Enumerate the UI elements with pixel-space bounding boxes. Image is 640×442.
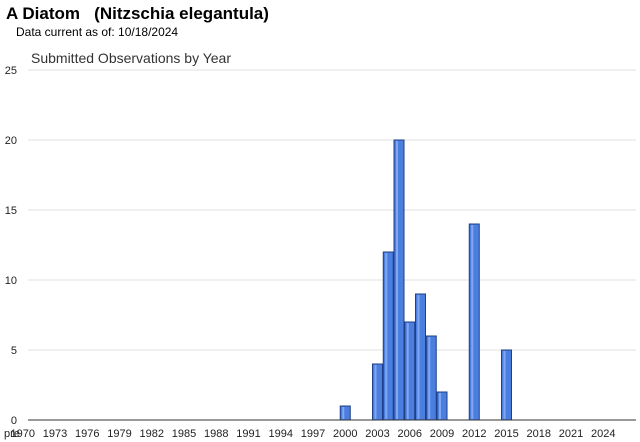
x-tick-label: 2012 — [462, 428, 486, 440]
bar-highlight — [406, 323, 409, 419]
bar-2005 — [393, 139, 405, 421]
y-tick-label: 10 — [5, 275, 17, 287]
bar-2008 — [425, 335, 437, 421]
bar-highlight — [503, 351, 506, 419]
bar-highlight — [417, 295, 420, 419]
x-tick-label: 2003 — [365, 428, 389, 440]
bar-2007 — [415, 293, 426, 421]
bar-2015 — [501, 349, 512, 421]
x-tick-label: 1976 — [75, 428, 99, 440]
x-tick-label: 2006 — [398, 428, 422, 440]
x-tick-label: 1997 — [301, 428, 325, 440]
x-tick-label: 1982 — [140, 428, 164, 440]
x-tick-label: 2015 — [494, 428, 518, 440]
bar-2004 — [382, 251, 394, 421]
x-tick-label: 1988 — [204, 428, 228, 440]
page-title: A Diatom (Nitzschia elegantula) — [6, 4, 269, 23]
y-tick-label: 0 — [11, 415, 17, 427]
x-tick-label: 1991 — [236, 428, 260, 440]
bar-highlight — [396, 141, 398, 419]
bar-highlight — [439, 393, 441, 419]
y-tick-label: 5 — [11, 345, 17, 357]
y-tick-label: 15 — [5, 205, 17, 217]
x-tick-label: 2000 — [333, 428, 357, 440]
bar-2006 — [404, 321, 416, 421]
bar-highlight — [428, 337, 431, 419]
y-tick-label: 25 — [5, 65, 17, 77]
bar-2003 — [372, 363, 383, 421]
x-tick-label: 2021 — [559, 428, 583, 440]
x-tick-label: 1973 — [43, 428, 67, 440]
bar-2000 — [339, 405, 351, 421]
data-current-note: Data current as of: 10/18/2024 — [16, 25, 179, 39]
x-tick-label: 2024 — [591, 428, 615, 440]
chart-title: Submitted Observations by Year — [31, 50, 231, 66]
bar-2009 — [436, 391, 448, 421]
bar-highlight — [471, 225, 474, 419]
bar-highlight — [385, 253, 388, 419]
bar-highlight — [342, 407, 345, 419]
x-tick-label: 1994 — [269, 428, 293, 440]
y-tick-label: 20 — [5, 135, 17, 147]
x-tick-label: 1985 — [172, 428, 196, 440]
x-tick-label: 2009 — [430, 428, 454, 440]
x-tick-label: 1970 — [11, 428, 35, 440]
bar-highlight — [374, 365, 377, 419]
bar-2012 — [468, 223, 480, 421]
x-tick-label: pre — [4, 428, 20, 440]
x-tick-label: 2018 — [527, 428, 551, 440]
x-tick-label: 1979 — [107, 428, 131, 440]
